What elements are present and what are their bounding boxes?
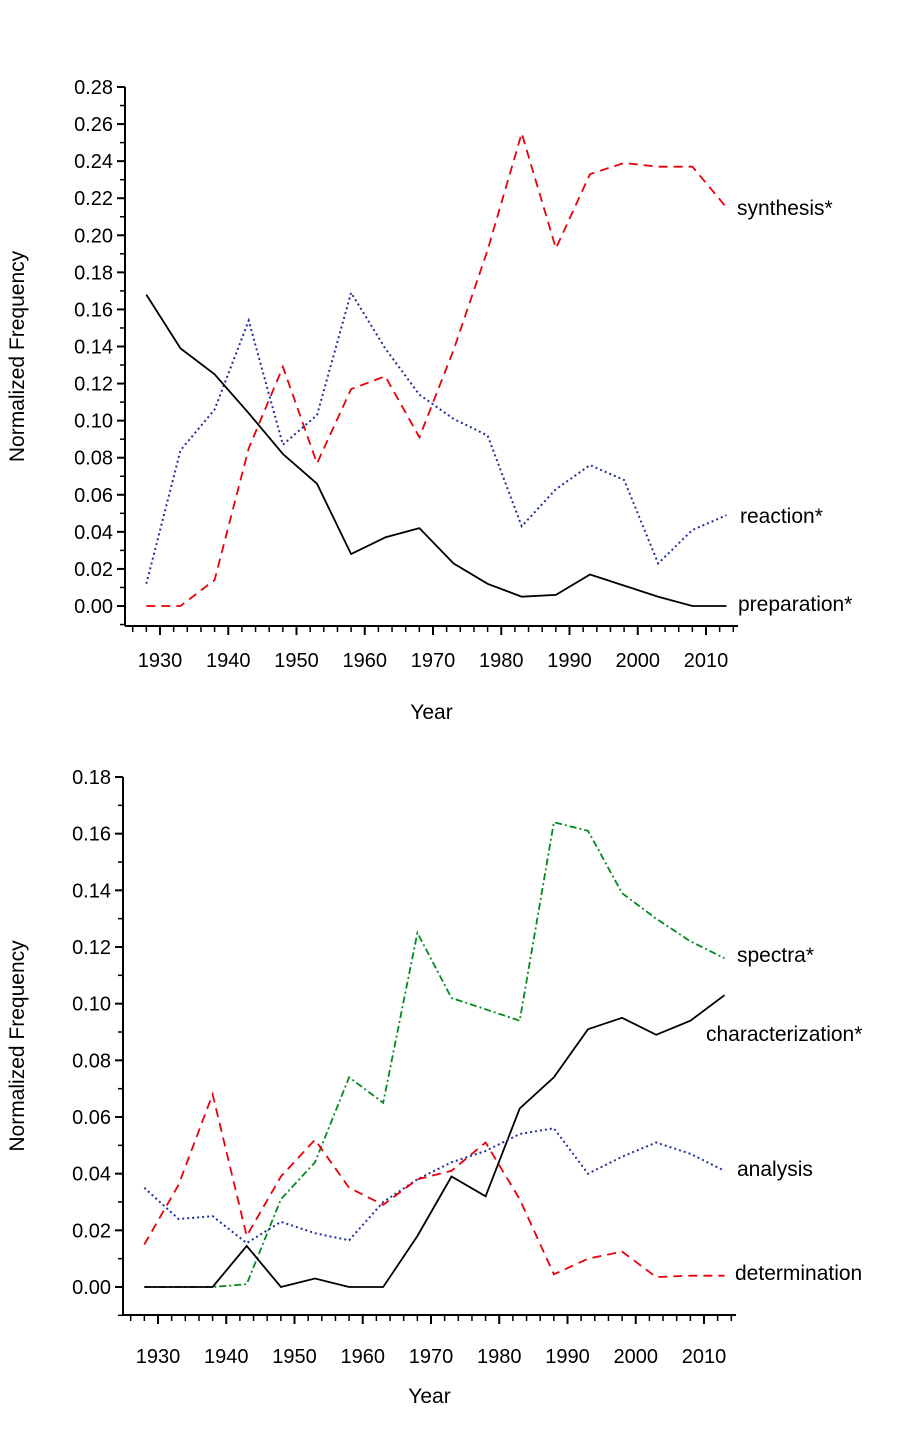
series-label: reaction* (740, 505, 823, 528)
x-tick-label: 1930 (138, 650, 183, 672)
y-tick-label: 0.12 (74, 374, 113, 396)
y-tick-label: 0.00 (72, 1277, 111, 1299)
series-line-characterization (144, 994, 726, 1289)
x-tick-label: 1950 (274, 650, 319, 672)
x-tick-label: 1930 (136, 1346, 181, 1368)
x-tick-label: 1940 (206, 650, 251, 672)
series-label: analysis (737, 1158, 813, 1181)
y-axis-label: Normalized Frequency (6, 940, 29, 1152)
series-label: determination (735, 1262, 862, 1285)
y-tick-label: 0.02 (72, 1220, 111, 1242)
y-tick-label: 0.04 (74, 522, 113, 544)
chart-panel-1: 0.00 0.02 0.04 0.06 0.08 0.10 0.12 0.14 0.16 0.18… (6, 77, 852, 724)
series-line-determination (143, 1091, 725, 1279)
series-label: spectra* (737, 944, 814, 967)
y-tick-label: 0.06 (74, 485, 113, 507)
x-tick-label: 1960 (341, 1346, 386, 1368)
y-tick-label: 0.18 (72, 767, 111, 789)
x-tick-label: 2000 (614, 1346, 659, 1368)
y-tick-label: 0.16 (74, 299, 113, 321)
y-tick-label: 0.16 (72, 824, 111, 846)
series-line-synthesis (146, 130, 728, 607)
x-tick-label: 1970 (411, 650, 456, 672)
y-tick-label: 0.26 (74, 114, 113, 136)
y-tick-label: 0.14 (72, 880, 111, 902)
x-tick-label: 1990 (545, 1346, 590, 1368)
y-tick-label: 0.10 (72, 994, 111, 1016)
y-tick-label: 0.06 (72, 1107, 111, 1129)
series-line-spectra (144, 821, 725, 1288)
x-axis-label: Year (410, 701, 452, 724)
x-tick-label: 1960 (343, 650, 388, 672)
x-axis-label: Year (408, 1385, 450, 1408)
y-tick-label: 0.04 (72, 1164, 111, 1186)
series-label: synthesis* (737, 197, 833, 220)
y-tick-label: 0.08 (74, 448, 113, 470)
y-tick-label: 0.00 (74, 596, 113, 618)
y-tick-label: 0.28 (74, 77, 113, 99)
y-tick-label: 0.22 (74, 188, 113, 210)
x-tick-label: 1980 (479, 650, 524, 672)
y-tick-label: 0.18 (74, 262, 113, 284)
chart-panel-2: 0.00 0.02 0.04 0.06 0.08 0.10 0.12 0.14 0.16 0.18… (6, 767, 862, 1408)
y-tick-label: 0.20 (74, 225, 113, 247)
series-label: characterization* (706, 1023, 862, 1046)
x-tick-label: 1970 (409, 1346, 454, 1368)
y-tick-label: 0.12 (72, 937, 111, 959)
x-tick-label: 2010 (684, 650, 729, 672)
x-tick-label: 2010 (682, 1346, 727, 1368)
x-tick-label: 2000 (616, 650, 661, 672)
series-line-analysis (143, 1127, 725, 1245)
y-tick-label: 0.14 (74, 337, 113, 359)
y-tick-label: 0.02 (74, 559, 113, 581)
x-tick-label: 1940 (204, 1346, 249, 1368)
x-tick-label: 1980 (477, 1346, 522, 1368)
y-tick-label: 0.08 (72, 1050, 111, 1072)
x-tick-label: 1990 (547, 650, 592, 672)
y-axis-label: Normalized Frequency (6, 250, 29, 462)
y-tick-label: 0.24 (74, 151, 113, 173)
series-line-reaction (145, 290, 727, 585)
series-line-preparation (145, 294, 727, 607)
y-tick-label: 0.10 (74, 411, 113, 433)
x-tick-label: 1950 (272, 1346, 317, 1368)
series-label: preparation* (738, 593, 852, 616)
